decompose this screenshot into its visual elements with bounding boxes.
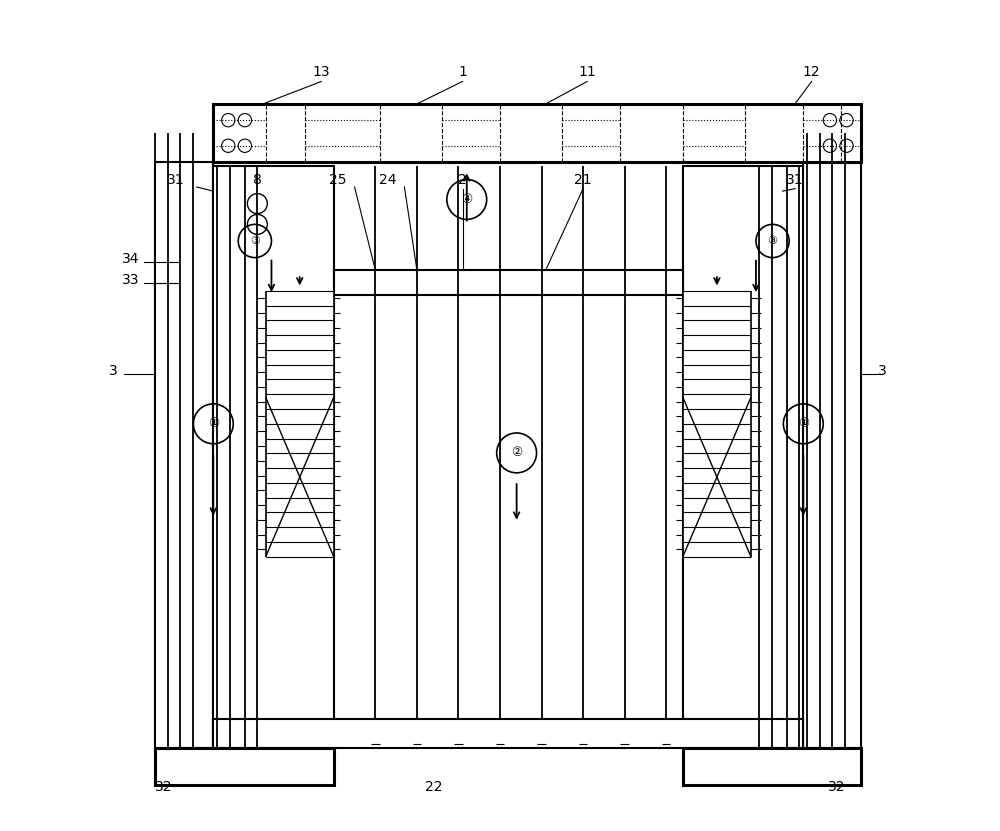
Text: 22: 22 bbox=[425, 779, 442, 794]
Text: ③: ③ bbox=[768, 236, 778, 246]
Text: 12: 12 bbox=[803, 65, 820, 79]
Text: ④: ④ bbox=[461, 193, 472, 206]
Text: 2: 2 bbox=[458, 173, 467, 187]
Text: ③: ③ bbox=[250, 236, 260, 246]
Text: 1: 1 bbox=[458, 65, 467, 79]
Text: ②: ② bbox=[511, 446, 522, 460]
Bar bbox=[155, 748, 334, 785]
Bar bbox=[683, 166, 803, 748]
Text: ①: ① bbox=[208, 417, 219, 430]
Bar bbox=[334, 270, 683, 295]
Bar bbox=[213, 104, 861, 162]
Text: 33: 33 bbox=[122, 273, 139, 287]
Text: 31: 31 bbox=[786, 173, 804, 187]
Text: 13: 13 bbox=[313, 65, 330, 79]
Text: 21: 21 bbox=[574, 173, 592, 187]
Text: 32: 32 bbox=[155, 779, 172, 794]
Text: 3: 3 bbox=[878, 364, 887, 378]
Bar bbox=[683, 291, 751, 557]
Bar bbox=[803, 162, 861, 748]
Bar bbox=[213, 719, 803, 748]
Text: ①: ① bbox=[798, 417, 809, 430]
Bar bbox=[213, 166, 334, 748]
Bar bbox=[266, 291, 334, 557]
Bar bbox=[683, 748, 861, 785]
Text: 32: 32 bbox=[828, 779, 845, 794]
Text: 3: 3 bbox=[109, 364, 118, 378]
Text: 25: 25 bbox=[329, 173, 347, 187]
Text: 8: 8 bbox=[253, 173, 262, 187]
Text: 34: 34 bbox=[122, 252, 139, 266]
Text: 24: 24 bbox=[379, 173, 397, 187]
Bar bbox=[155, 162, 213, 748]
Text: 11: 11 bbox=[578, 65, 596, 79]
Text: 31: 31 bbox=[167, 173, 185, 187]
